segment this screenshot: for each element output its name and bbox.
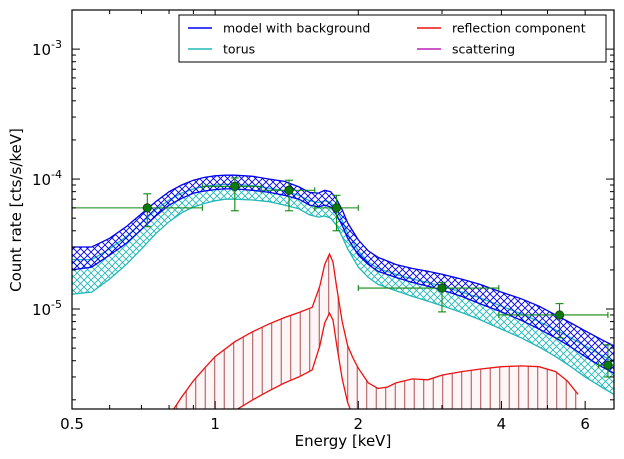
y-tick-label: 10-5 — [32, 298, 62, 319]
plot-frame — [71, 9, 615, 410]
x-tick-label: 6 — [580, 415, 590, 433]
x-tick-label: 2 — [353, 415, 363, 433]
legend-entry-torus: torus — [188, 42, 255, 57]
x-tick-label: 1 — [210, 415, 220, 433]
lower-edge-torus — [72, 198, 614, 395]
data-marker — [603, 360, 613, 370]
legend-label: reflection component — [452, 21, 586, 36]
data-point — [201, 177, 262, 212]
band-fill-model-with-background — [72, 175, 614, 374]
lower-edge-reflection-component — [236, 311, 351, 409]
data-points-layer — [72, 177, 614, 378]
legend: model with background reflection componen… — [178, 14, 607, 63]
legend-label: torus — [223, 42, 255, 57]
data-point — [357, 281, 500, 313]
data-point — [498, 303, 609, 339]
legend-box — [178, 14, 607, 63]
band-fill-reflection-component — [173, 254, 579, 409]
data-marker — [230, 181, 240, 191]
y-tick-label: 10-4 — [32, 168, 62, 189]
series-layer — [72, 174, 614, 409]
legend-entry-scattering: scattering — [417, 42, 515, 57]
legend-label: scattering — [452, 42, 515, 57]
legend-label: model with background — [223, 21, 370, 36]
legend-entry-reflection-component: reflection component — [417, 21, 586, 36]
y-tick-label: 10-3 — [32, 38, 62, 59]
legend-entry-model-with-background: model with background — [188, 21, 370, 36]
data-point — [260, 179, 316, 212]
x-tick-label: 4 — [497, 415, 507, 433]
data-marker — [142, 203, 152, 213]
series-reflection-component — [172, 252, 579, 409]
x-tick-label: 0.5 — [60, 415, 84, 433]
data-marker — [437, 283, 447, 293]
data-marker — [331, 203, 342, 213]
upper-edge-reflection-component — [172, 252, 579, 409]
data-point — [597, 344, 614, 378]
data-point — [314, 194, 359, 232]
upper-edge-model-with-background — [72, 174, 614, 347]
data-point — [72, 193, 203, 228]
data-marker — [284, 185, 294, 195]
x-axis-label: Energy [keV] — [295, 432, 392, 450]
data-marker — [554, 310, 565, 320]
y-axis-label: Count rate [cts/s/keV] — [7, 128, 25, 292]
